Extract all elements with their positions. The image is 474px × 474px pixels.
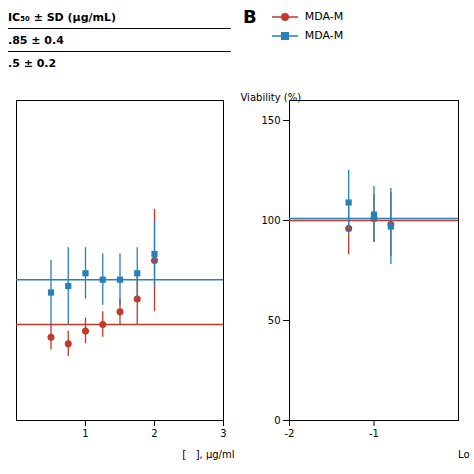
html-text:MDA-M: MDA-M <box>304 10 344 23</box>
svg-text:50: 50 <box>268 315 281 326</box>
svg-text:Lo: Lo <box>458 449 470 460</box>
html-text:MDA-M: MDA-M <box>304 29 344 42</box>
svg-text:[ ], μg/ml: [ ], μg/ml <box>182 449 234 460</box>
svg-text:Viability (%): Viability (%) <box>240 91 301 103</box>
svg-text:0: 0 <box>274 415 280 426</box>
html-text:B: B <box>243 6 257 27</box>
svg-text:1: 1 <box>82 428 88 439</box>
html-text:IC₅₀ ± SD (μg/mL): IC₅₀ ± SD (μg/mL) <box>8 11 117 24</box>
html-text:.5 ± 0.2: .5 ± 0.2 <box>8 57 57 70</box>
html-text:.85 ± 0.4: .85 ± 0.4 <box>8 34 64 47</box>
svg-text:-2: -2 <box>285 428 295 439</box>
svg-text:3: 3 <box>220 428 226 439</box>
svg-text:2: 2 <box>151 428 157 439</box>
svg-text:150: 150 <box>261 115 280 126</box>
svg-text:100: 100 <box>261 215 280 226</box>
svg-text:-1: -1 <box>369 428 379 439</box>
